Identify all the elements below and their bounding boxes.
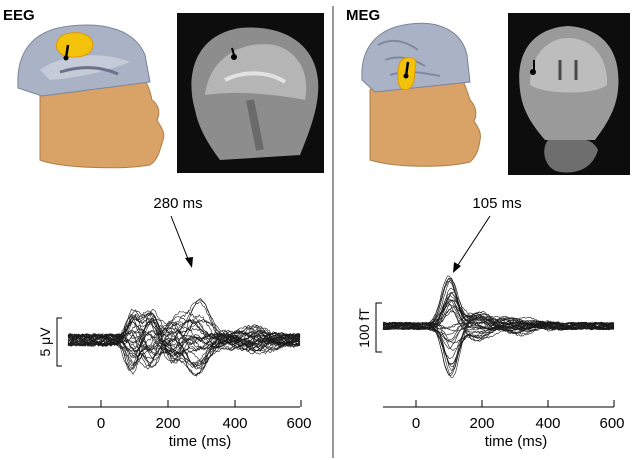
meg-xtick-label: 600 — [599, 415, 624, 432]
trace-line — [382, 321, 615, 331]
meg-peak-arrow — [455, 215, 491, 269]
meg-butterfly-plot: 0 200 400 600 time (ms) 100 fT 105 ms — [356, 195, 625, 450]
eeg-panel-label: EEG — [3, 7, 35, 24]
trace-line — [67, 319, 301, 357]
eeg-scale-bar — [56, 317, 62, 367]
trace-line — [382, 299, 615, 331]
eeg-scale-label: 5 μV — [37, 327, 53, 357]
trace-line — [382, 322, 615, 376]
meg-xtick-label: 0 — [412, 415, 420, 432]
eeg-peak-arrowhead — [185, 257, 193, 268]
trace-line — [67, 308, 301, 351]
trace-line — [67, 321, 301, 375]
meg-head-render — [361, 22, 481, 167]
trace-line — [67, 320, 301, 364]
meg-peak-annotation: 105 ms — [472, 195, 521, 212]
eeg-xtick-label: 600 — [286, 415, 311, 432]
trace-line — [67, 321, 301, 367]
meg-mri-coronal — [508, 13, 630, 175]
eeg-xtick-label: 400 — [222, 415, 247, 432]
meg-panel-label: MEG — [346, 7, 380, 24]
trace-line — [382, 288, 615, 339]
eeg-xtick-label: 0 — [97, 415, 105, 432]
meg-scale-label: 100 fT — [356, 308, 372, 348]
meg-traces — [382, 275, 615, 379]
eeg-peak-annotation: 280 ms — [153, 195, 202, 212]
trace-line — [67, 319, 301, 370]
eeg-peak-arrow — [170, 215, 191, 265]
meg-peak-arrowhead — [453, 262, 461, 273]
trace-line — [382, 299, 615, 342]
trace-line — [67, 328, 301, 355]
eeg-mri-sagittal — [177, 13, 324, 173]
meg-x-axis-title: time (ms) — [485, 433, 548, 450]
trace-line — [382, 292, 615, 330]
trace-line — [67, 326, 301, 376]
eeg-butterfly-plot: 0 200 400 600 time (ms) 5 μV 280 ms — [37, 195, 312, 450]
eeg-head-render — [17, 24, 165, 169]
meg-xtick-label: 400 — [535, 415, 560, 432]
trace-line — [382, 317, 615, 376]
eeg-x-axis-title: time (ms) — [169, 433, 232, 450]
eeg-xtick-label: 200 — [155, 415, 180, 432]
meg-xtick-label: 200 — [469, 415, 494, 432]
trace-line — [67, 319, 301, 371]
meg-scale-bar — [375, 302, 382, 353]
eeg-traces — [67, 298, 301, 377]
